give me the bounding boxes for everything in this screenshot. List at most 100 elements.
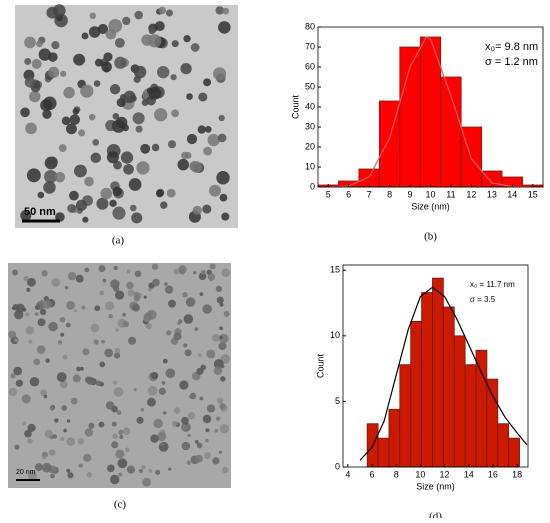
- particle: [120, 151, 134, 164]
- particle: [75, 199, 88, 211]
- bar: [410, 321, 422, 468]
- particle: [150, 372, 159, 380]
- particle: [37, 318, 46, 327]
- x-tick-label: 15: [528, 189, 538, 199]
- particle: [198, 353, 202, 358]
- particle: [171, 40, 179, 48]
- particle: [203, 146, 213, 156]
- y-tick-label: 20: [305, 141, 315, 151]
- particle: [27, 423, 36, 433]
- particle: [105, 28, 117, 40]
- particle: [166, 330, 172, 336]
- scale-label-a: 50 nm: [24, 206, 56, 218]
- particle: [194, 454, 203, 463]
- particle: [29, 90, 41, 103]
- particle: [26, 287, 31, 293]
- particle: [23, 275, 29, 282]
- particle: [215, 416, 221, 421]
- y-tick-label: 5: [335, 396, 340, 406]
- particle: [11, 269, 19, 276]
- particle: [82, 216, 89, 223]
- particle: [179, 380, 189, 390]
- particle: [185, 297, 196, 307]
- particle: [8, 387, 18, 397]
- particle: [164, 282, 168, 286]
- particle: [112, 433, 118, 439]
- particle: [133, 65, 147, 79]
- particle: [168, 299, 177, 308]
- particle: [29, 376, 40, 387]
- particle: [74, 309, 78, 313]
- particle: [173, 268, 180, 275]
- particle: [61, 405, 67, 411]
- bar: [421, 292, 433, 468]
- particle: [99, 361, 106, 368]
- particle: [98, 421, 105, 428]
- particle: [222, 7, 230, 15]
- particle: [132, 303, 141, 312]
- particle: [54, 171, 66, 183]
- particle: [66, 468, 71, 473]
- particle: [215, 285, 223, 293]
- particle: [43, 394, 48, 399]
- particle: [216, 296, 224, 304]
- y-tick-label: 40: [305, 101, 315, 111]
- particle: [51, 41, 60, 50]
- particle: [181, 424, 188, 431]
- bar: [432, 277, 444, 468]
- particle: [48, 449, 56, 456]
- particle: [213, 359, 224, 370]
- particle: [187, 433, 191, 438]
- particle: [73, 53, 86, 66]
- particle: [21, 394, 31, 404]
- particle: [198, 92, 208, 102]
- particle: [84, 176, 94, 187]
- particle: [80, 84, 94, 98]
- particle: [94, 58, 103, 67]
- x-axis-label: Size (nm): [416, 481, 455, 491]
- particle: [48, 66, 60, 78]
- particle: [158, 387, 166, 395]
- particle: [138, 469, 143, 473]
- particle: [182, 292, 188, 298]
- particle: [24, 36, 36, 49]
- particle: [110, 279, 120, 289]
- particle: [96, 197, 109, 210]
- x-tick-label: 18: [512, 469, 522, 479]
- particle: [112, 113, 120, 120]
- fit-curve: [359, 286, 528, 461]
- particle: [39, 308, 47, 316]
- particle: [181, 441, 191, 451]
- particle: [170, 74, 177, 81]
- particle: [213, 366, 223, 375]
- particle: [181, 416, 189, 425]
- particle: [219, 326, 223, 331]
- particle: [214, 429, 219, 433]
- particle: [178, 265, 187, 274]
- particle: [59, 380, 68, 389]
- particle: [72, 374, 81, 383]
- particle: [133, 291, 140, 298]
- y-tick-label: 70: [305, 41, 315, 51]
- particle: [112, 186, 122, 197]
- particle: [217, 133, 227, 143]
- particle: [216, 397, 224, 404]
- particle: [27, 277, 36, 287]
- particle: [94, 305, 101, 312]
- particle: [206, 349, 216, 359]
- particle: [163, 411, 167, 415]
- particle: [63, 86, 75, 99]
- particle: [113, 387, 124, 397]
- particle: [57, 340, 63, 345]
- particle: [111, 441, 119, 449]
- particle: [58, 144, 67, 153]
- particle: [205, 438, 209, 443]
- particle: [140, 408, 145, 412]
- particle: [211, 333, 220, 342]
- y-axis-label: Count: [290, 95, 300, 120]
- y-tick-label: 60: [305, 61, 315, 71]
- particle: [82, 348, 90, 356]
- particle: [123, 163, 134, 175]
- particle: [168, 467, 172, 471]
- bar: [475, 349, 488, 468]
